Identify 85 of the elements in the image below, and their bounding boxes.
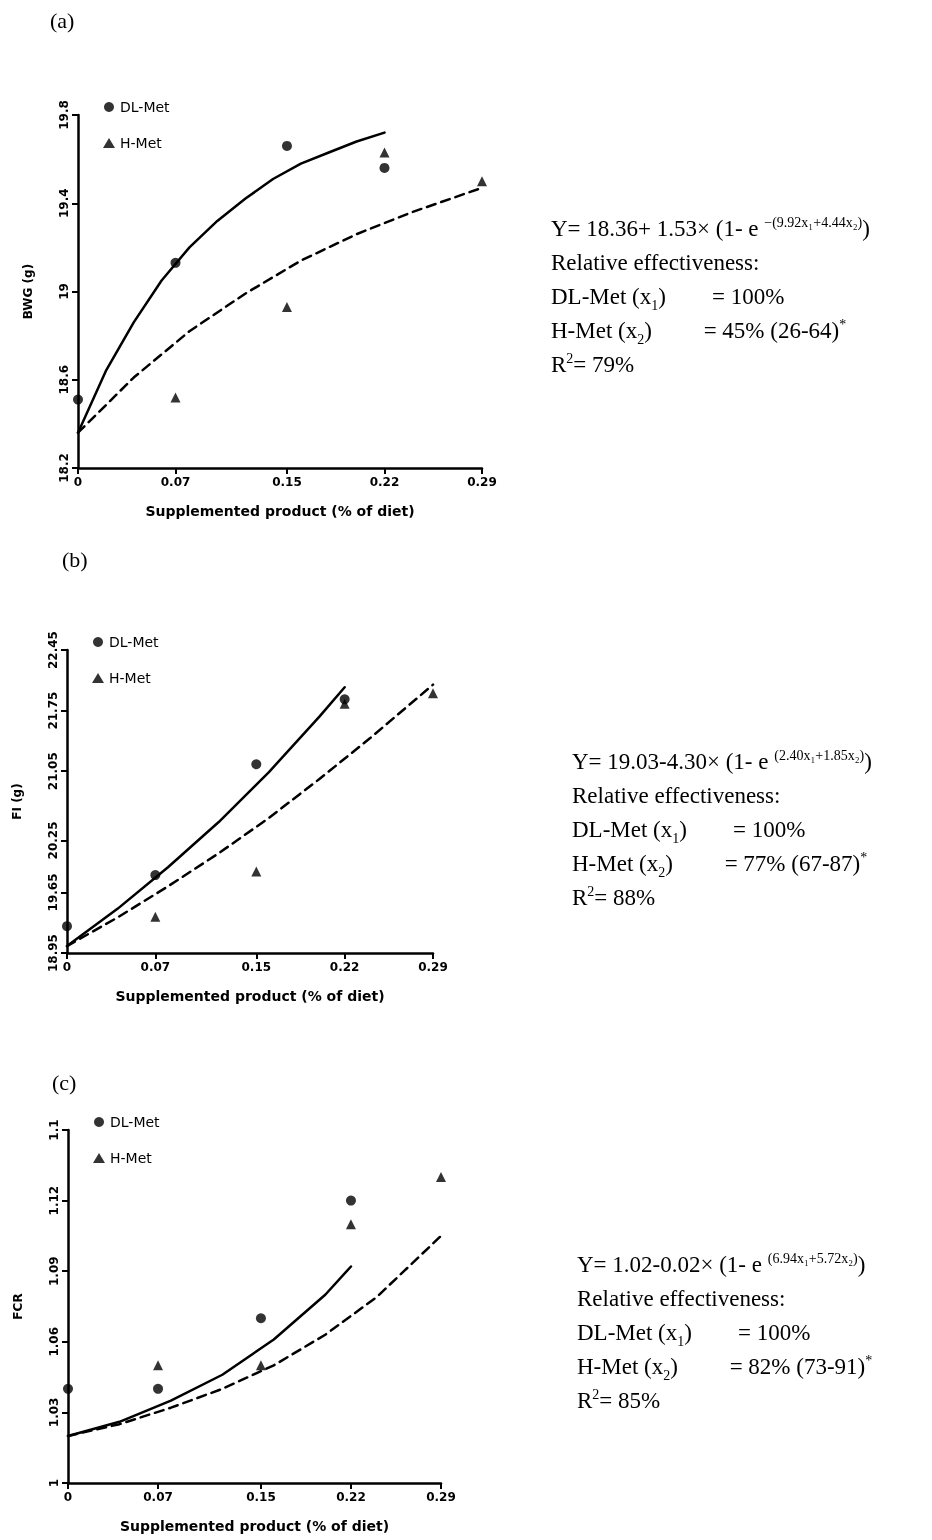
x-tick-label: 0.29 xyxy=(467,475,497,489)
text: DL-Met (x$_{1}$) = 100% xyxy=(551,284,785,313)
y-tick-label: 21.05 xyxy=(46,752,60,791)
point xyxy=(255,1360,266,1371)
y-axis-title: BWG (g) xyxy=(21,263,35,320)
y-tick-label: 20.25 xyxy=(46,821,60,860)
y-tick-label: 22.45 xyxy=(46,631,60,669)
point xyxy=(345,1195,356,1206)
x-tick-label: 0 xyxy=(73,475,83,489)
point xyxy=(251,759,262,770)
y-tick-label: 18.2 xyxy=(57,453,71,483)
point xyxy=(281,140,292,151)
y-tick-label: 21.75 xyxy=(46,691,60,730)
x-tick-label: 0.15 xyxy=(241,960,272,974)
x-tick-label: 0.15 xyxy=(246,1490,276,1504)
point xyxy=(153,1383,164,1394)
x-tick-label: 0.22 xyxy=(369,475,400,489)
point xyxy=(428,688,438,699)
y-tick-label: 1.03 xyxy=(47,1397,61,1428)
point xyxy=(63,1383,73,1394)
y-axis-title: FI (g) xyxy=(10,783,24,820)
x-axis-title: Supplemented product (% of diet) xyxy=(145,503,415,519)
y-tick-label: 1.06 xyxy=(47,1327,61,1357)
y-tick-label: 18.95 xyxy=(46,934,60,972)
legend-label: DL-Met xyxy=(110,1114,161,1130)
legend-label: H-Met xyxy=(109,670,152,686)
text: H-Met (x$_{2}$) = 77% (67-87)$^{*}$ xyxy=(572,850,868,880)
chart-title: (a) xyxy=(50,8,75,34)
legend-label: DL-Met xyxy=(109,634,160,650)
point xyxy=(150,870,161,881)
text: H-Met (x$_{2}$) = 45% (26-64)$^{*}$ xyxy=(551,317,847,347)
y-tick-label: 1.09 xyxy=(47,1256,61,1286)
y-tick-label: 19 xyxy=(57,283,71,300)
point xyxy=(153,1360,164,1371)
text: Y= 19.03-4.30× (1- e $^{(2.40x₁+1.85x₂)}$) xyxy=(572,748,872,774)
point xyxy=(281,301,292,312)
x-tick-label: 0 xyxy=(62,960,72,974)
y-tick-label: 18.6 xyxy=(57,364,71,395)
text: Relative effectiveness: xyxy=(551,250,760,275)
y-tick-label: 1.1 xyxy=(47,1119,61,1141)
y-tick-label: 1 xyxy=(47,1478,61,1488)
x-tick-label: 0.29 xyxy=(426,1490,456,1504)
x-tick-label: 0.22 xyxy=(329,960,360,974)
x-axis-title: Supplemented product (% of diet) xyxy=(115,988,385,1004)
x-axis-title: Supplemented product (% of diet) xyxy=(119,1518,390,1534)
point xyxy=(379,162,390,173)
chart-title: (c) xyxy=(52,1070,77,1096)
text: DL-Met (x$_{1}$) = 100% xyxy=(572,817,806,846)
x-tick-label: 0.07 xyxy=(143,1490,173,1504)
x-tick-label: 0.15 xyxy=(272,475,302,489)
point xyxy=(62,921,72,932)
text: H-Met (x$_{2}$) = 82% (73-91)$^{*}$ xyxy=(577,1353,873,1383)
legend-label: DL-Met xyxy=(120,99,171,115)
x-tick-label: 0.22 xyxy=(336,1490,366,1504)
point xyxy=(170,392,181,403)
point xyxy=(379,147,390,158)
point xyxy=(339,698,350,709)
text: Relative effectiveness: xyxy=(572,783,781,808)
point xyxy=(170,257,181,268)
point xyxy=(73,394,83,405)
y-axis-title: FCR xyxy=(11,1293,25,1320)
y-tick-label: 19.65 xyxy=(46,873,60,912)
x-tick-label: 0.29 xyxy=(418,960,448,974)
point xyxy=(477,176,487,187)
legend-label: H-Met xyxy=(110,1150,153,1166)
y-tick-label: 1.12 xyxy=(47,1185,61,1216)
text: R$^{2}$= 88% xyxy=(572,884,656,910)
text: Relative effectiveness: xyxy=(577,1286,786,1311)
point xyxy=(436,1172,446,1183)
y-tick-label: 19.8 xyxy=(57,100,71,130)
legend-label: H-Met xyxy=(120,135,163,151)
x-tick-label: 0.07 xyxy=(160,475,191,489)
point xyxy=(345,1219,356,1230)
point xyxy=(150,911,161,922)
y-tick-label: 19.4 xyxy=(57,188,71,219)
point xyxy=(251,866,262,877)
chart-title: (b) xyxy=(62,547,88,573)
point xyxy=(255,1313,266,1324)
text: Y= 18.36+ 1.53× (1- e $^{−(9.92x₁+4.44x₂)}$) xyxy=(551,215,870,241)
x-tick-label: 0 xyxy=(63,1490,73,1504)
x-tick-label: 0.07 xyxy=(140,960,171,974)
text: R$^{2}$= 79% xyxy=(551,351,635,377)
text: Y= 1.02-0.02× (1- e $^{(6.94x₁+5.72x₂)}$) xyxy=(577,1251,866,1277)
text: DL-Met (x$_{1}$) = 100% xyxy=(577,1320,811,1349)
text: R$^{2}$= 85% xyxy=(577,1387,661,1413)
